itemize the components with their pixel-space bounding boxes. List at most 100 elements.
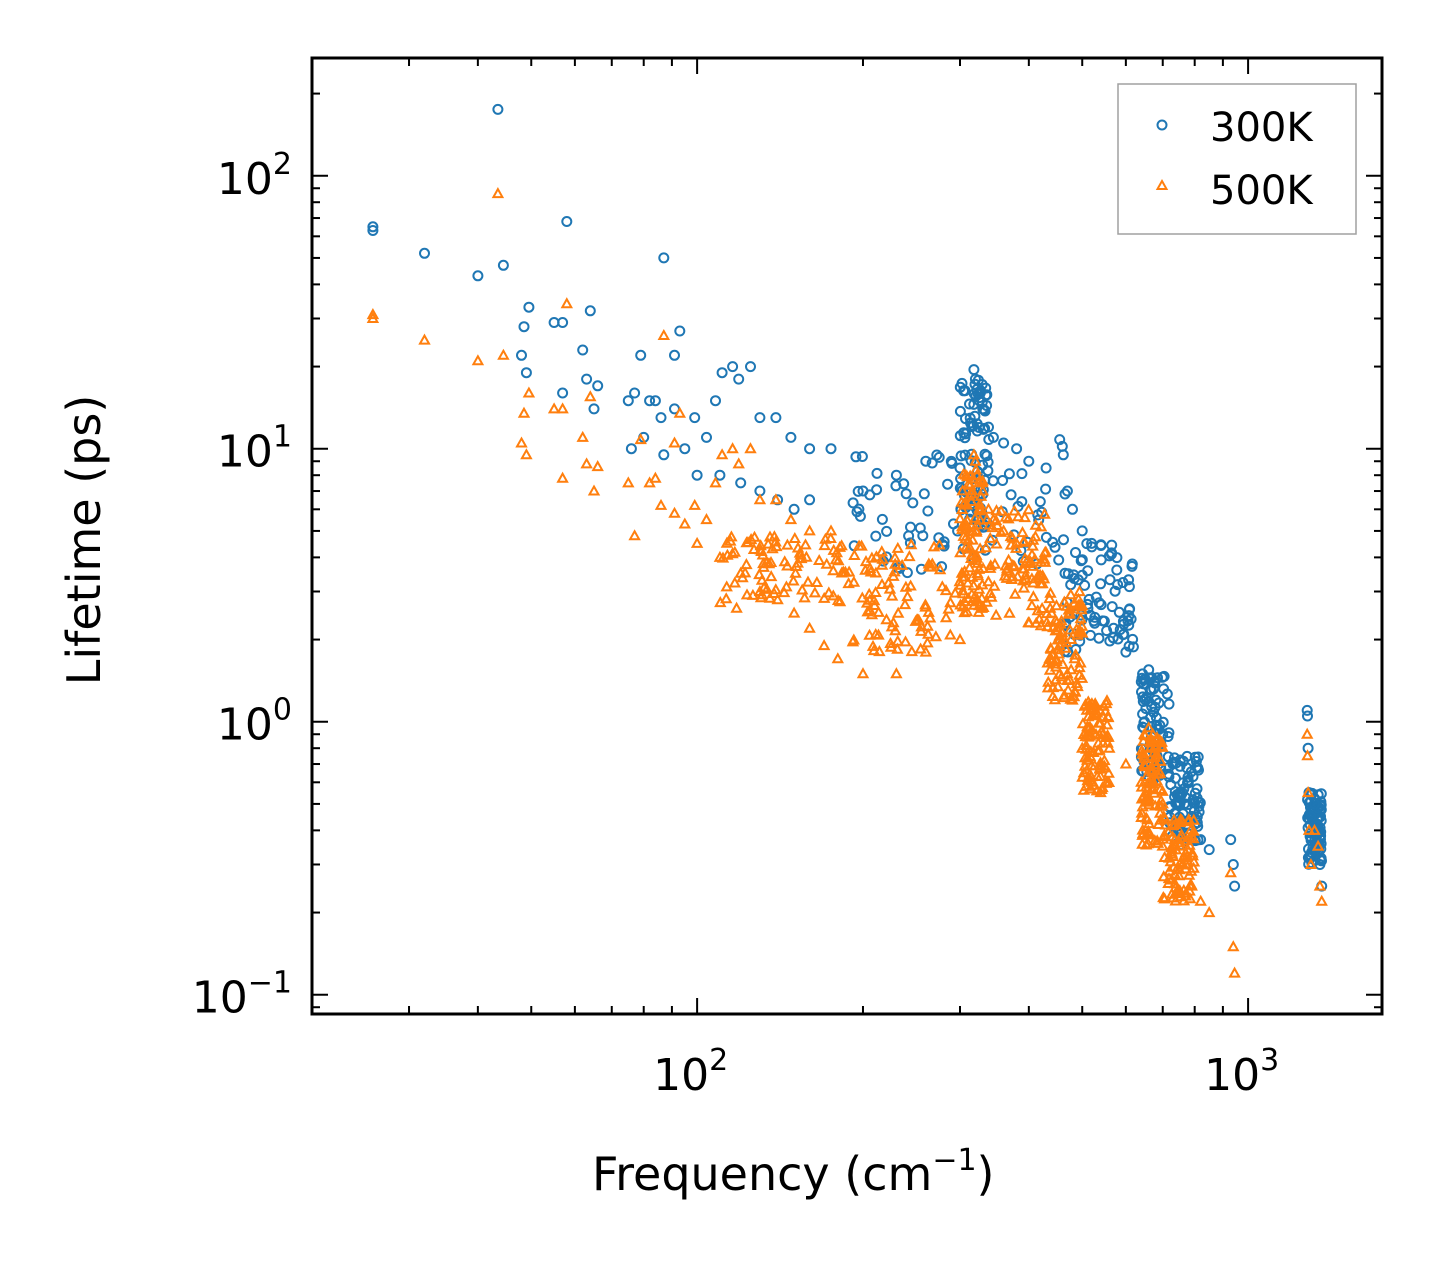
data-point-500k bbox=[1227, 940, 1240, 952]
data-point-500k bbox=[971, 595, 984, 607]
data-point-300k bbox=[497, 259, 509, 271]
data-point-500k bbox=[1183, 892, 1197, 904]
data-point-300k bbox=[1095, 599, 1107, 611]
data-point-300k bbox=[852, 485, 864, 497]
data-point-500k bbox=[1136, 800, 1149, 812]
data-point-300k bbox=[946, 457, 958, 469]
data-point-300k bbox=[876, 513, 888, 525]
data-point-500k bbox=[817, 639, 831, 651]
data-point-300k bbox=[788, 503, 800, 515]
data-point-300k bbox=[1315, 852, 1327, 864]
data-point-500k bbox=[923, 611, 937, 623]
data-point-500k bbox=[1017, 581, 1031, 593]
data-point-300k bbox=[1114, 624, 1126, 636]
data-point-500k bbox=[961, 576, 975, 588]
data-point-500k bbox=[1052, 643, 1065, 655]
data-point-500k bbox=[835, 566, 849, 578]
data-point-500k bbox=[1059, 641, 1072, 653]
data-point-300k bbox=[1040, 462, 1052, 474]
data-point-500k bbox=[556, 471, 569, 483]
data-point-500k bbox=[872, 605, 885, 617]
data-point-500k bbox=[1073, 623, 1086, 635]
data-point-500k bbox=[929, 630, 943, 642]
data-point-500k bbox=[972, 582, 986, 594]
data-point-500k bbox=[808, 586, 822, 598]
data-point-500k bbox=[1035, 601, 1049, 613]
data-point-500k bbox=[888, 565, 901, 577]
data-point-500k bbox=[1028, 552, 1042, 564]
data-point-300k bbox=[1182, 775, 1194, 787]
data-point-500k bbox=[1168, 877, 1182, 889]
data-point-500k bbox=[1158, 828, 1171, 840]
data-point-500k bbox=[799, 538, 812, 550]
data-point-500k bbox=[827, 589, 840, 601]
data-point-500k bbox=[855, 539, 868, 551]
data-point-500k bbox=[1002, 512, 1015, 524]
data-point-500k bbox=[584, 390, 597, 402]
data-point-500k bbox=[936, 580, 949, 592]
data-point-500k bbox=[803, 524, 816, 536]
data-point-500k bbox=[905, 645, 919, 657]
data-point-500k bbox=[720, 536, 734, 548]
data-point-500k bbox=[1038, 555, 1052, 567]
data-point-500k bbox=[754, 539, 767, 551]
data-point-500k bbox=[366, 311, 380, 323]
data-point-500k bbox=[1017, 562, 1031, 574]
data-point-300k bbox=[1192, 751, 1204, 763]
data-point-300k bbox=[1083, 593, 1095, 605]
data-point-500k bbox=[517, 406, 531, 418]
data-point-500k bbox=[746, 588, 760, 600]
data-point-500k bbox=[875, 577, 889, 589]
data-point-500k bbox=[856, 667, 870, 679]
data-point-300k bbox=[1075, 555, 1087, 567]
data-point-500k bbox=[994, 504, 1008, 516]
data-point-300k bbox=[716, 367, 728, 379]
data-point-500k bbox=[1017, 535, 1030, 547]
data-point-500k bbox=[1148, 786, 1161, 798]
data-point-300k bbox=[516, 349, 527, 361]
data-point-500k bbox=[780, 580, 793, 592]
data-point-300k bbox=[691, 469, 703, 481]
data-point-300k bbox=[920, 455, 932, 467]
data-point-300k bbox=[622, 395, 634, 407]
data-point-500k bbox=[915, 620, 928, 632]
data-point-500k bbox=[763, 591, 777, 603]
data-point-300k bbox=[969, 373, 981, 385]
data-point-500k bbox=[976, 561, 990, 573]
data-point-500k bbox=[1011, 510, 1025, 522]
data-point-300k bbox=[871, 484, 883, 496]
data-point-300k bbox=[1149, 677, 1161, 689]
data-point-500k bbox=[1053, 639, 1066, 651]
data-point-300k bbox=[658, 252, 670, 264]
data-point-300k bbox=[557, 317, 569, 328]
data-point-500k bbox=[1008, 504, 1021, 516]
data-point-300k bbox=[1127, 641, 1139, 653]
data-point-500k bbox=[873, 645, 886, 657]
data-point-500k bbox=[1078, 699, 1091, 711]
data-point-300k bbox=[1153, 697, 1165, 709]
data-point-500k bbox=[1100, 775, 1113, 787]
data-point-500k bbox=[959, 532, 972, 544]
data-point-500k bbox=[986, 521, 999, 533]
data-point-300k bbox=[492, 103, 504, 115]
data-point-300k bbox=[1103, 550, 1115, 562]
data-point-500k bbox=[1003, 606, 1016, 618]
data-point-500k bbox=[1313, 879, 1327, 891]
data-point-500k bbox=[963, 561, 976, 573]
data-point-500k bbox=[673, 406, 687, 418]
legend-label-300k: 300K bbox=[1210, 105, 1314, 151]
data-point-300k bbox=[954, 405, 966, 417]
data-point-500k bbox=[958, 570, 972, 582]
data-point-500k bbox=[794, 548, 807, 560]
data-point-500k bbox=[1228, 966, 1241, 978]
data-point-300k bbox=[419, 247, 430, 259]
data-point-500k bbox=[832, 554, 845, 566]
data-point-500k bbox=[1152, 764, 1166, 776]
data-point-500k bbox=[891, 642, 904, 654]
data-point-300k bbox=[1095, 578, 1107, 590]
data-point-500k bbox=[1168, 832, 1181, 844]
data-point-500k bbox=[984, 586, 997, 598]
data-point-500k bbox=[1100, 718, 1114, 730]
data-point-300k bbox=[1305, 810, 1317, 822]
